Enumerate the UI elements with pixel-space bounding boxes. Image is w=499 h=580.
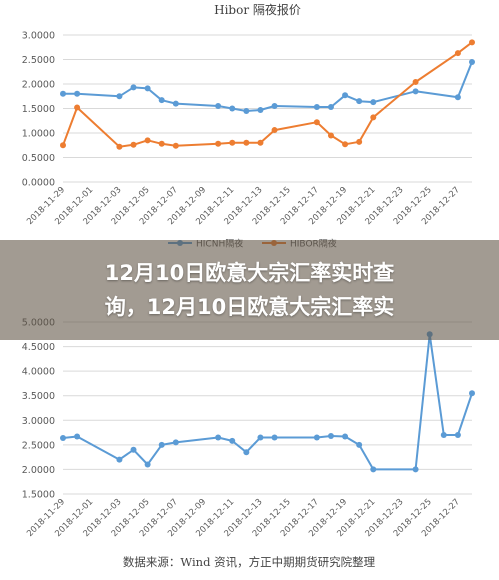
y-tick-label: 3.5000	[22, 391, 55, 402]
series-line	[62, 41, 473, 148]
data-point	[313, 119, 320, 126]
source-note: 数据来源：Wind 资讯，方正中期期货研究院整理	[123, 555, 376, 569]
data-point	[215, 140, 222, 147]
data-point	[257, 434, 264, 441]
data-point	[116, 143, 123, 150]
data-point	[412, 466, 419, 473]
y-tick-label: 1.0000	[22, 129, 55, 140]
data-point	[327, 132, 334, 139]
data-point	[144, 461, 151, 468]
y-tick-label: 2.5000	[22, 55, 55, 66]
data-point	[130, 446, 137, 453]
headline-banner: 12月10日欧意大宗汇率实时查 询，12月10日欧意大宗汇率实	[0, 240, 499, 340]
data-point	[327, 104, 334, 111]
data-point	[158, 140, 165, 147]
data-point	[144, 137, 151, 144]
y-tick-label: 0.5000	[22, 153, 55, 164]
data-point	[215, 434, 222, 441]
y-tick-label: 1.5000	[22, 104, 55, 115]
data-point	[172, 142, 179, 149]
data-point	[74, 90, 81, 97]
data-point	[313, 434, 320, 441]
second-chart: 1.5000 2.0000 2.5000 3.0000 3.5000 4.0000 4.50…	[22, 318, 475, 539]
hibor-chart: Hibor 隔夜报价 0.0000 0.5000 1.0000 1.5000 2.0000…	[22, 2, 475, 250]
data-point	[271, 434, 278, 441]
data-point	[158, 441, 165, 448]
data-point	[144, 85, 151, 92]
data-point	[370, 99, 377, 106]
data-point	[271, 127, 278, 134]
data-point	[342, 141, 349, 148]
data-point	[370, 466, 377, 473]
data-point	[469, 390, 475, 397]
data-point	[469, 39, 475, 46]
data-point	[243, 139, 250, 146]
data-point	[370, 114, 377, 121]
series-line	[62, 333, 473, 471]
data-point	[172, 100, 179, 107]
data-point	[158, 97, 165, 104]
data-point	[356, 441, 363, 448]
data-point	[116, 456, 123, 463]
y-tick-label: 3.0000	[22, 416, 55, 427]
data-point	[172, 439, 179, 446]
data-point	[257, 139, 264, 146]
data-point	[116, 93, 123, 100]
data-point	[356, 98, 363, 105]
data-point	[454, 94, 461, 101]
data-point	[440, 432, 447, 439]
y-tick-label: 1.5000	[22, 490, 55, 501]
data-point	[130, 141, 137, 148]
data-point	[454, 50, 461, 57]
data-point	[412, 88, 419, 95]
data-point	[130, 84, 137, 91]
data-point	[229, 105, 236, 112]
headline-line-2: 询，12月10日欧意大宗汇率实	[104, 295, 395, 319]
data-point	[257, 106, 264, 113]
y-tick-label: 2.0000	[22, 465, 55, 476]
data-point	[215, 103, 222, 110]
data-point	[342, 92, 349, 99]
data-point	[356, 138, 363, 145]
data-point	[74, 104, 81, 111]
data-point	[342, 433, 349, 440]
data-point	[243, 107, 250, 114]
headline-line-1: 12月10日欧意大宗汇率实时查	[104, 261, 395, 285]
data-point	[469, 58, 475, 65]
data-point	[229, 139, 236, 146]
data-point	[327, 433, 334, 440]
data-point	[454, 432, 461, 439]
y-tick-label: 2.5000	[22, 440, 55, 451]
data-point	[60, 434, 66, 441]
data-point	[243, 449, 250, 456]
chart-title: Hibor 隔夜报价	[214, 2, 301, 17]
data-point	[74, 433, 81, 440]
y-tick-label: 0.0000	[22, 178, 55, 189]
y-tick-label: 4.0000	[22, 367, 55, 378]
data-point	[60, 142, 66, 149]
data-point	[60, 90, 66, 97]
data-point	[229, 437, 236, 444]
data-point	[313, 104, 320, 111]
y-tick-label: 2.0000	[22, 80, 55, 91]
data-point	[412, 79, 419, 86]
y-tick-label: 3.0000	[22, 31, 55, 42]
data-point	[271, 103, 278, 110]
y-tick-label: 4.5000	[22, 342, 55, 353]
